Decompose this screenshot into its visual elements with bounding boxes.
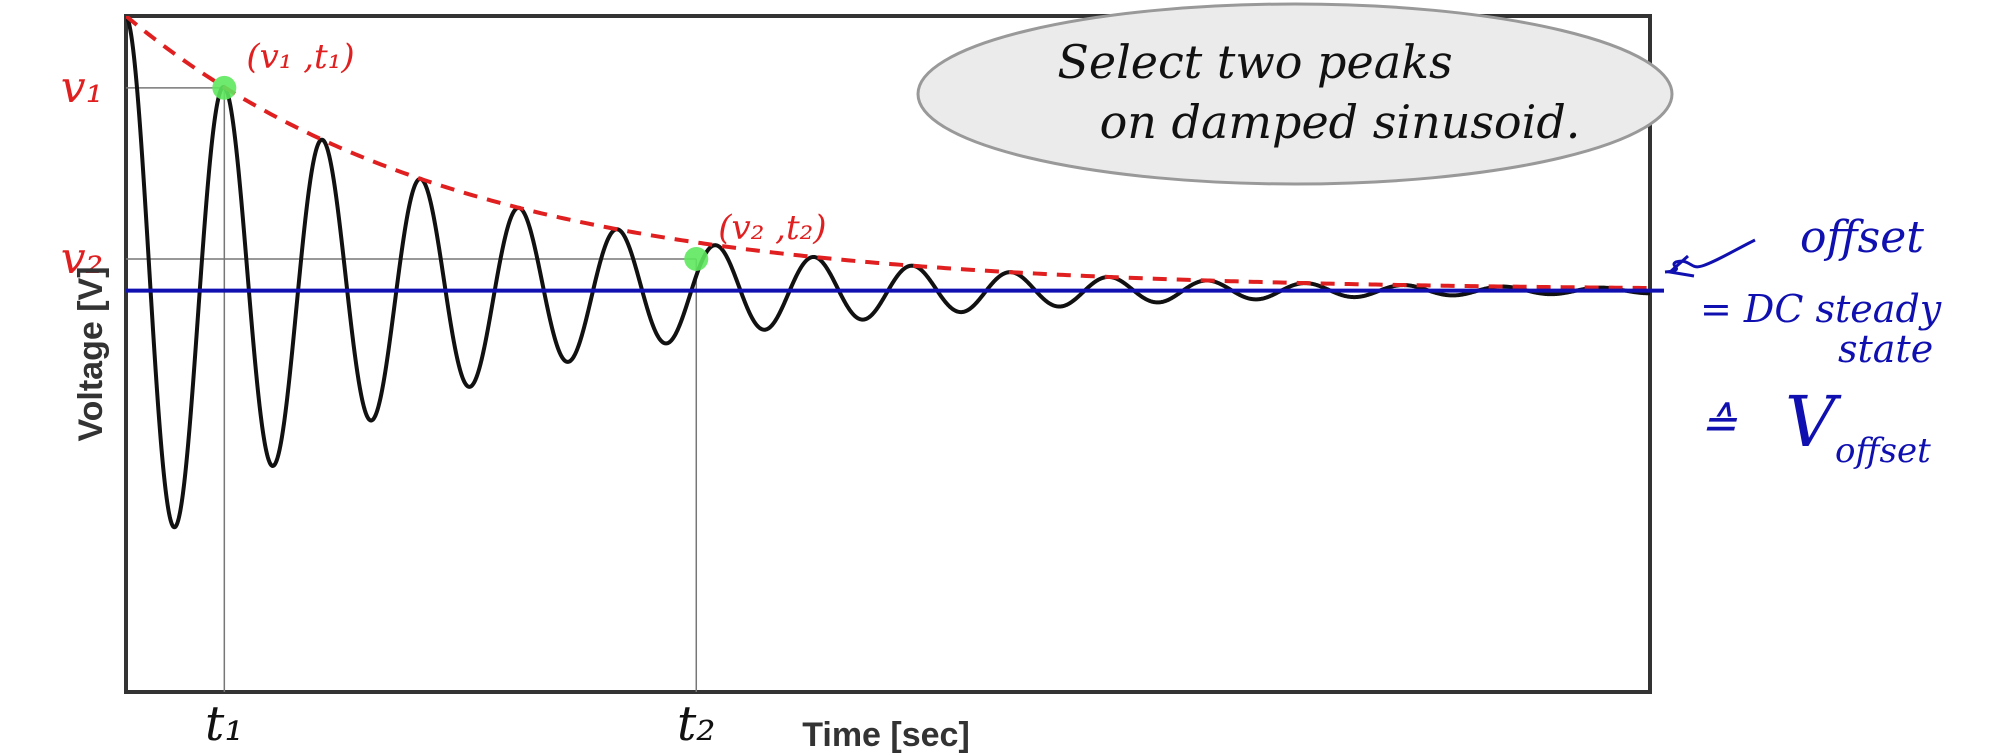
voffset-subscript: offset: [1835, 431, 1931, 471]
peak-1-label: (v₁ ,t₁): [246, 37, 354, 77]
callout-bubble: [916, 2, 1674, 186]
envelope-series-line: [126, 16, 1650, 290]
peak-2-label: (v₂ ,t₂): [718, 208, 826, 248]
peak-1-marker: [212, 75, 237, 100]
offset-label: offset: [1800, 212, 1924, 263]
plot-frame: [124, 14, 1652, 694]
dc-steady-label: = DC steady: [1700, 287, 1942, 331]
peak-2-marker: [684, 246, 709, 271]
callout-line-2: on damped sinusoid.: [1100, 95, 1581, 149]
y-axis-label: Voltage [V]: [72, 266, 110, 441]
dc-state-label: state: [1838, 327, 1933, 371]
x-tick-label-1: t₁: [205, 696, 244, 752]
callout-line-1: Select two peaks: [1057, 35, 1452, 89]
y-tick-label-1: v₁: [61, 62, 104, 113]
x-axis-label: Time [sec]: [802, 716, 970, 754]
y-tick-label-2: v₂: [61, 233, 104, 284]
defined-as-symbol: ≙: [1700, 398, 1738, 449]
offset-arrow-icon: [1666, 254, 1695, 278]
peak-guide-lines: [126, 87, 698, 692]
offset-arrow-stroke: [1664, 238, 1756, 274]
x-tick-label-2: t₂: [677, 696, 716, 752]
voffset-symbol: V: [1785, 381, 1842, 463]
selected-peaks: (v₁ ,t₁) t₁ v₁ (v₂ ,t₂) t₂ v₂: [61, 37, 827, 752]
